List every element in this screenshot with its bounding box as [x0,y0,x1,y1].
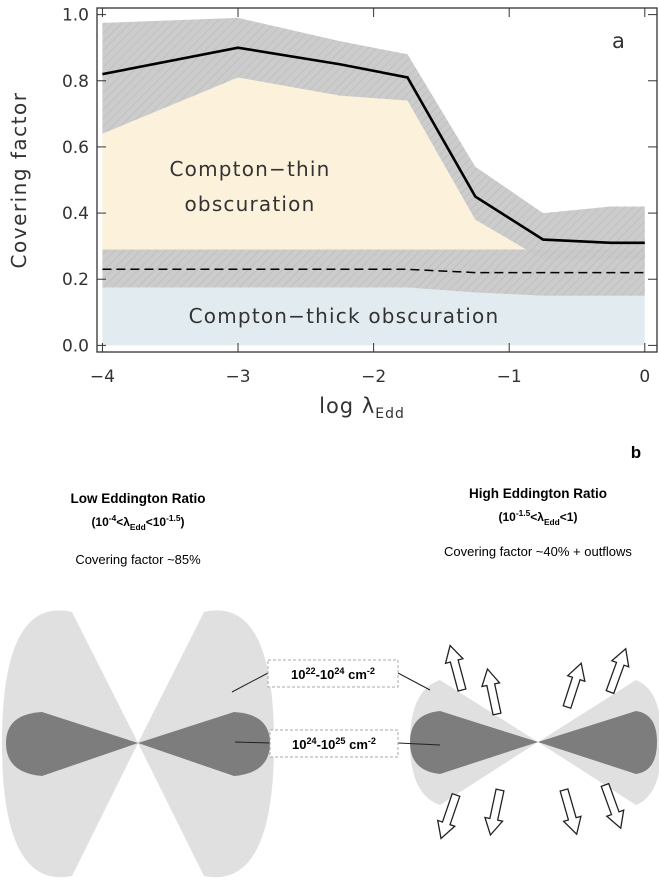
text-segment: cm [346,737,368,752]
label-box [269,729,399,758]
panel-label: b [631,443,641,462]
text-segment: 10 [292,737,306,752]
x-axis-label: log λEdd [319,394,405,422]
dark-cone [138,712,270,776]
leader-line [397,742,441,746]
leader-lines [231,672,441,746]
leader-line [397,672,431,691]
text-segment: 22 [305,666,315,676]
text-segment: (10 [91,515,109,529]
data-line [102,46,645,245]
column-density-label: 1022-1024 cm-2 [291,666,375,682]
x-tick-label: −1 [497,367,522,387]
dark-cone [410,711,538,774]
covering-label: Covering factor ~85% [75,552,201,567]
y-tick-label: 1.0 [62,6,89,26]
region-label: obscuration [184,192,315,216]
panel-title: High Eddington Ratio [469,486,607,501]
uncertainty-band [102,17,645,260]
region-label: Compton−thick obscuration [189,304,500,328]
y-tick-label: 0.6 [62,138,89,158]
x-tick-label: −3 [225,367,250,387]
text-segment: <λ [530,510,544,524]
region-fill [102,77,645,260]
text-segment: -1.5 [516,508,531,518]
x-tick-label: 0 [639,367,650,387]
outflow-arrow [444,644,467,692]
y-tick-label: 0.4 [62,204,89,224]
text-segment: 25 [335,736,345,746]
outflow-arrow [562,661,586,710]
y-tick-label: 0.8 [62,72,89,92]
plot-frame [96,7,658,353]
y-axis-label: Covering factor [7,92,31,269]
diagram-panel: b Low Eddington Ratio (10-4<λEdd<10-1.5)… [2,443,659,878]
panel-title: Low Eddington Ratio [71,491,206,506]
text-segment: -10 [316,667,335,682]
dark-cone [538,711,657,774]
text-segment: <10 [146,515,167,529]
x-tick-label: −2 [361,367,386,387]
text-segment: 24 [334,666,345,676]
panel-label: a [612,29,625,53]
text-segment: -2 [367,666,375,676]
x-axis-label-subscript: Edd [375,406,405,422]
range-label: (10-1.5<λEdd<1) [499,508,578,527]
text-segment: -10 [317,737,336,752]
y-tick-label: 0.2 [62,270,89,290]
column-density-label: 1024-1025 cm-2 [292,736,376,752]
label-box [267,659,399,688]
uncertainty-band [102,249,645,296]
text-segment: -2 [368,736,376,746]
text-segment: Edd [544,517,560,527]
text-segment: -1.5 [166,513,181,523]
text-segment: (10 [499,510,517,524]
outflow-arrow [481,667,502,716]
text-segment: cm [345,667,367,682]
text-segment: Edd [130,522,146,532]
data-line [102,268,645,274]
text-segment: <1) [560,510,578,524]
outflow-arrow [484,788,505,837]
region-label: Compton−thin [169,157,330,181]
x-tick-label: −4 [90,367,115,387]
text-segment: -4 [109,513,117,523]
outflow-arrow [600,782,625,830]
y-tick-label: 0.0 [62,336,89,356]
text-segment: 24 [306,736,317,746]
dark-cone [6,712,138,776]
x-axis-label-main: log λ [319,394,375,418]
outflow-arrows [436,644,630,840]
text-segment: ) [181,515,185,529]
outflow-arrow [436,792,461,840]
covering-label: Covering factor ~40% + outflows [444,544,632,559]
outflow-arrow [605,647,630,695]
leader-line [234,741,271,744]
range-label: (10-4<λEdd<10-1.5) [91,513,184,532]
leader-line [231,672,269,693]
outflow-arrow [559,788,582,836]
text-segment: <λ [116,515,130,529]
text-segment: 10 [291,667,305,682]
region-fill [102,287,645,346]
chart-panel: 0.0 0.2 0.4 0.6 0.8 1.0 −4 −3 −2 −1 0 Covering fact… [7,6,658,422]
